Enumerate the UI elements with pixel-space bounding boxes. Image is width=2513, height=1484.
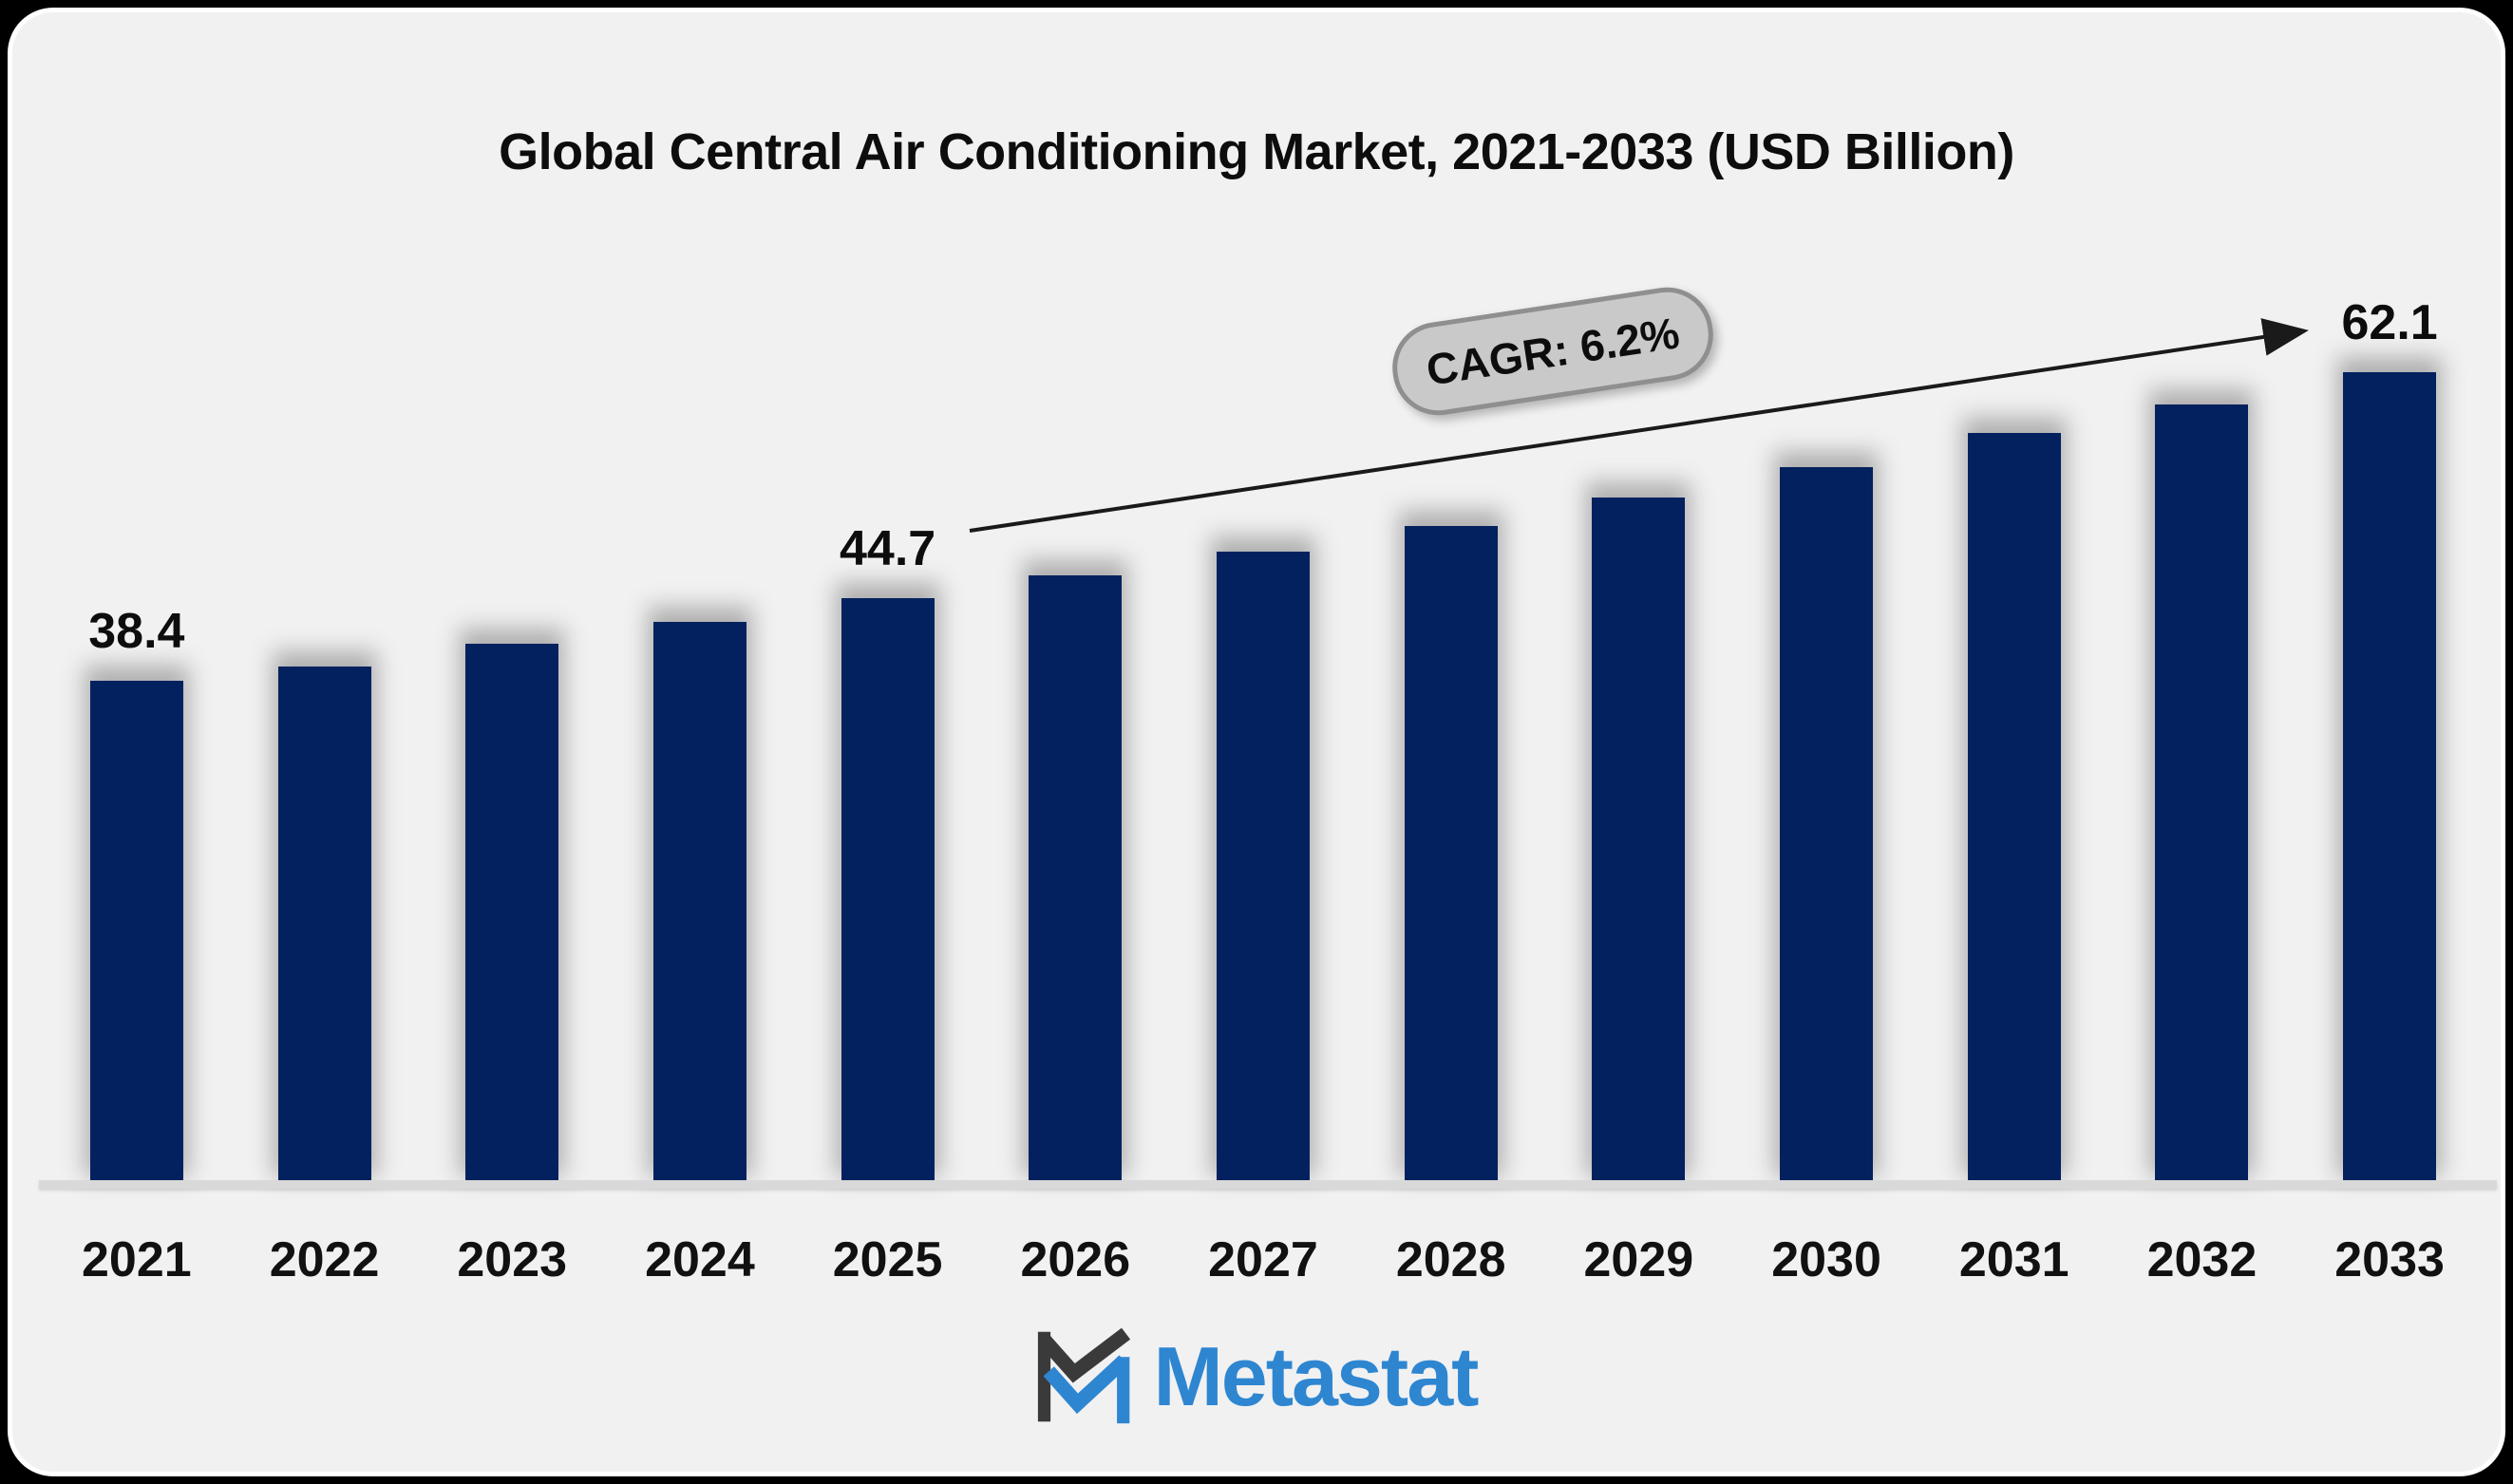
x-axis-label-2026: 2026 (1020, 1232, 1131, 1287)
bar-column-2023 (418, 337, 606, 1180)
metastat-logo-icon (1037, 1327, 1130, 1424)
bar-2023 (465, 644, 559, 1180)
bar-chart-plot-area: 38.4 44.7 62.1 (43, 295, 2484, 1180)
bar-2027 (1216, 552, 1310, 1180)
bar-2025 (841, 598, 935, 1180)
chart-title: Global Central Air Conditioning Market, … (499, 123, 2014, 180)
bar-2028 (1404, 526, 1498, 1180)
x-axis-label-2031: 2031 (1958, 1232, 2069, 1287)
bar-column-2026 (981, 337, 1169, 1180)
chart-card: Global Central Air Conditioning Market, … (8, 8, 2505, 1476)
brand-logo: Metastat (12, 1324, 2501, 1429)
value-label-2021: 38.4 (88, 604, 185, 659)
x-axis-label-2022: 2022 (269, 1232, 380, 1287)
x-axis-labels: 2021 2022 2023 2024 2025 2026 2027 2028 2029 2030… (43, 1231, 2484, 1288)
value-label-2033: 62.1 (2341, 295, 2438, 350)
x-axis-label-2024: 2024 (645, 1232, 755, 1287)
bar-column-2021: 38.4 (43, 337, 231, 1180)
x-axis-label-2027: 2027 (1208, 1232, 1318, 1287)
bar-column-2028 (1357, 337, 1545, 1180)
bar-2031 (1967, 433, 2061, 1180)
bar-2022 (277, 667, 371, 1180)
bar-column-2025: 44.7 (794, 337, 982, 1180)
bar-2029 (1592, 498, 1686, 1180)
x-axis-label-2030: 2030 (1771, 1232, 1881, 1287)
bar-2032 (2155, 404, 2249, 1180)
bar-column-2024 (606, 337, 794, 1180)
x-axis-label-2032: 2032 (2146, 1232, 2258, 1287)
cagr-badge-label: CAGR: 6.2% (1423, 308, 1683, 395)
value-label-2025: 44.7 (839, 521, 936, 576)
bar-column-2022 (231, 337, 419, 1180)
bar-column-2033: 62.1 (2296, 295, 2484, 1180)
bar-2033 (2343, 372, 2437, 1180)
bar-column-2032 (2108, 337, 2296, 1180)
x-axis-label-2023: 2023 (457, 1232, 568, 1287)
brand-name: Metastat (1153, 1329, 1480, 1423)
bar-column-2029 (1545, 337, 1733, 1180)
bar-column-2027 (1169, 337, 1357, 1180)
bar-2030 (1780, 467, 1874, 1180)
bar-2024 (652, 622, 746, 1180)
x-axis-label-2025: 2025 (832, 1232, 943, 1287)
bar-2026 (1029, 575, 1123, 1180)
bar-2021 (89, 681, 183, 1180)
x-axis-label-2029: 2029 (1583, 1232, 1694, 1287)
x-axis-baseline (39, 1180, 2497, 1189)
x-axis-label-2028: 2028 (1395, 1232, 1506, 1287)
x-axis-label-2033: 2033 (2334, 1232, 2445, 1287)
bar-column-2031 (1920, 337, 2108, 1180)
x-axis-label-2021: 2021 (82, 1232, 192, 1287)
bar-column-2030 (1732, 337, 1920, 1180)
